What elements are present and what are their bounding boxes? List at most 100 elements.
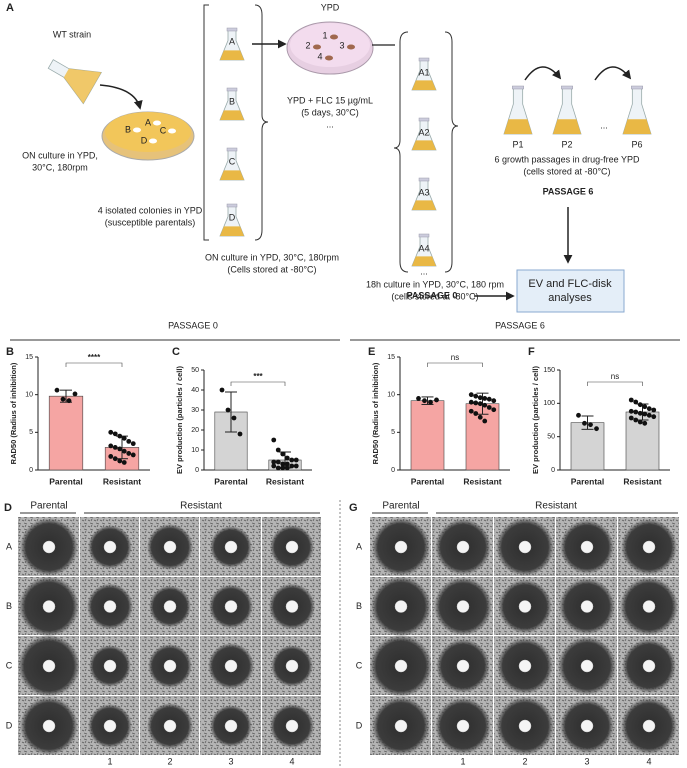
row-label: C: [356, 660, 363, 670]
data-point: [642, 420, 648, 426]
disk: [42, 719, 56, 733]
flask-cap: [226, 87, 238, 92]
caption: ON culture in YPD, 30°C, 180rpm: [205, 252, 339, 262]
row-label: D: [6, 720, 13, 730]
plate-header: Resistant: [535, 501, 577, 512]
disk: [163, 719, 177, 733]
bar: [625, 411, 660, 471]
flask-medium: [504, 119, 532, 134]
y-tick-label: 10: [191, 447, 199, 454]
data-point: [468, 399, 474, 405]
colony-label: 2: [305, 40, 310, 50]
panel-letter: A: [6, 2, 14, 14]
disk: [580, 540, 594, 554]
disk: [103, 540, 117, 554]
flask-medium: [220, 110, 244, 120]
data-point: [54, 387, 60, 393]
data-point: [646, 412, 652, 418]
caption: 18h culture in YPD, 30°C, 180 rpm: [366, 279, 504, 289]
caption: YPD + FLC 15 µg/mL: [287, 95, 373, 105]
colony: [153, 120, 161, 126]
x-tick-label: Resistant: [266, 476, 304, 486]
data-point: [284, 455, 290, 461]
column-label: 4: [289, 756, 294, 766]
passage-label: P6: [631, 139, 642, 149]
colony: [347, 44, 355, 50]
disk: [224, 600, 238, 613]
x-tick-label: Resistant: [463, 476, 501, 486]
data-point: [651, 414, 657, 420]
y-tick-label: 15: [387, 354, 395, 361]
data-point: [280, 451, 286, 457]
disk: [103, 719, 117, 733]
passage-label: P1: [512, 139, 523, 149]
disk: [394, 719, 408, 733]
disk: [456, 659, 470, 673]
section-title: PASSAGE 0: [168, 320, 218, 330]
data-point: [60, 396, 66, 402]
flask-label: A: [229, 36, 235, 46]
data-point: [468, 408, 474, 414]
disk: [580, 659, 594, 673]
data-point: [637, 402, 643, 408]
y-tick-label: 10: [25, 392, 33, 399]
data-point: [642, 404, 648, 410]
significance-bracket: [230, 381, 286, 386]
x-tick-label: Resistant: [103, 476, 141, 486]
brace: [393, 31, 409, 273]
data-point: [293, 463, 299, 469]
disk: [224, 659, 238, 673]
y-tick-label: 40: [191, 387, 199, 394]
disk: [580, 719, 594, 733]
flask-cap: [226, 27, 238, 32]
arrow: [594, 66, 632, 81]
colony-label: 3: [339, 40, 344, 50]
data-point: [284, 465, 290, 471]
disk: [518, 600, 532, 613]
data-point: [66, 398, 72, 404]
disk: [103, 659, 117, 673]
colony: [133, 127, 141, 133]
data-point: [275, 465, 281, 471]
flask-medium: [412, 256, 436, 266]
data-point: [486, 405, 492, 410]
data-point: [646, 406, 652, 412]
data-point: [293, 457, 299, 463]
row-label: A: [6, 541, 12, 551]
disk: [394, 540, 408, 554]
data-point: [642, 411, 648, 417]
disk: [642, 719, 656, 733]
data-point: [651, 407, 657, 413]
data-point: [117, 433, 123, 439]
data-point: [271, 463, 277, 469]
wt-strain: WT strain: [53, 29, 91, 39]
data-point: [473, 393, 479, 399]
bar: [214, 411, 248, 471]
significance: ****: [88, 353, 101, 362]
disk: [642, 659, 656, 673]
x-tick-label: Parental: [411, 476, 445, 486]
y-tick-label: 0: [29, 467, 33, 474]
data-point: [219, 387, 225, 393]
data-point: [477, 401, 483, 407]
x-tick-label: Parental: [49, 476, 83, 486]
y-tick-label: 0: [551, 467, 555, 474]
panel-letter: C: [172, 346, 180, 358]
data-point: [482, 402, 488, 408]
data-point: [628, 408, 634, 414]
column-label: 4: [646, 756, 651, 766]
data-point: [289, 457, 295, 463]
bracket: [203, 4, 209, 241]
data-point: [468, 392, 474, 398]
x-tick-label: Parental: [214, 476, 248, 486]
y-axis-label: RAD50 (Radius of inhibition): [9, 362, 18, 464]
data-point: [628, 397, 634, 403]
wt-flask: [47, 59, 102, 105]
plate-header: Parental: [30, 501, 67, 512]
disk: [224, 540, 238, 554]
data-point: [491, 407, 497, 413]
significance: ***: [253, 372, 263, 381]
y-tick-label: 5: [391, 429, 395, 436]
data-point: [633, 409, 639, 415]
data-point: [108, 429, 114, 435]
